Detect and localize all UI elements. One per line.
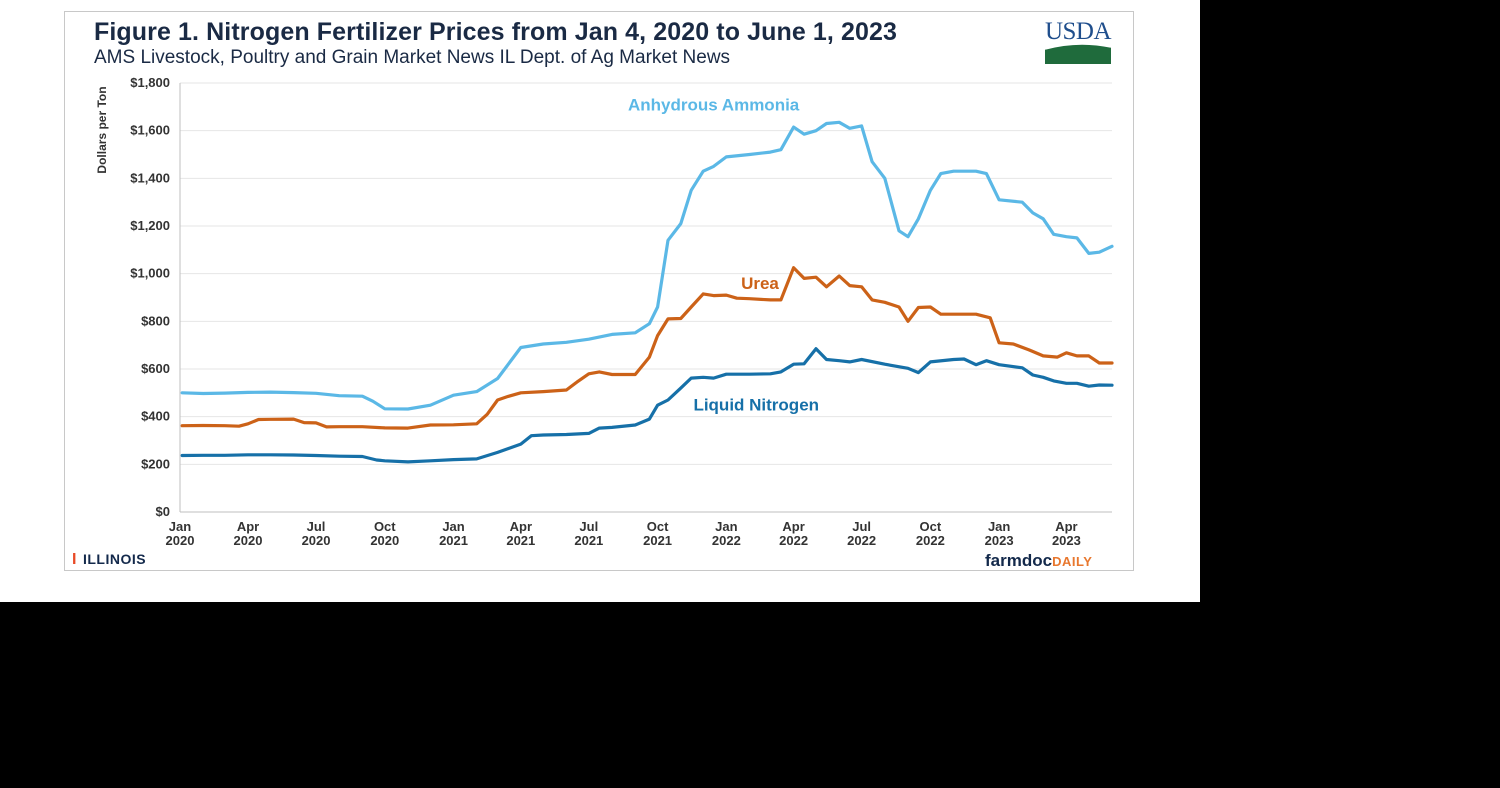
farmdoc-daily-wordmark: DAILY <box>1052 554 1093 569</box>
x-axis-ticks: Jan 2020 Apr 2020 Jul 2020 Oct 2020 Jan 2021 Apr 20… <box>166 519 1081 548</box>
y-tick-label: $1,200 <box>130 218 170 233</box>
y-axis-label: Dollars per Ton <box>95 86 109 173</box>
series-label-anhydrous-ammonia: Anhydrous Ammonia <box>628 95 800 114</box>
y-tick-label: $0 <box>156 504 170 519</box>
chart-subtitle: AMS Livestock, Poultry and Grain Market … <box>94 47 731 68</box>
y-axis-ticks: $0 $200 $400 $600 $800 $1,000 $1,200 $1,400 $1,6… <box>130 75 170 519</box>
illinois-wordmark: ILLINOIS <box>82 551 147 567</box>
y-tick-label: $400 <box>141 409 170 424</box>
x-tick-label: Jan 2023 <box>985 519 1014 548</box>
x-tick-label: Apr 2020 <box>234 519 263 548</box>
x-tick-label: Jul 2020 <box>302 519 331 548</box>
series-line-urea <box>180 266 1114 430</box>
x-tick-label: Jan 2021 <box>439 519 468 548</box>
y-tick-label: $1,400 <box>130 170 170 185</box>
x-tick-label: Oct 2020 <box>370 519 399 548</box>
farmdoc-wordmark: farmdoc <box>985 551 1053 570</box>
x-tick-label: Oct 2021 <box>643 519 672 548</box>
usda-logo <box>1044 43 1112 64</box>
farmdoc-brand: farmdocDAILY <box>985 551 1092 571</box>
y-tick-label: $600 <box>141 361 170 376</box>
usda-text: USDA <box>1044 18 1112 45</box>
x-tick-label: Jan 2022 <box>712 519 741 548</box>
line-chart: $0 $200 $400 $600 $800 $1,000 $1,200 $1,400 $1,6… <box>95 75 1114 548</box>
series-label-liquid-nitrogen: Liquid Nitrogen <box>693 396 819 415</box>
series-labels: Anhydrous Ammonia Urea Liquid Nitrogen <box>628 95 819 414</box>
y-tick-label: $1,800 <box>130 75 170 90</box>
x-tick-label: Oct 2022 <box>916 519 945 548</box>
grid-layer <box>179 82 1112 513</box>
x-tick-label: Jul 2022 <box>847 519 876 548</box>
series-label-urea: Urea <box>741 274 779 293</box>
y-tick-label: $200 <box>141 456 170 471</box>
series-line-anhydrous-ammonia <box>180 120 1114 411</box>
x-tick-label: Apr 2021 <box>506 519 535 548</box>
x-tick-label: Apr 2022 <box>779 519 808 548</box>
figure-frame <box>64 11 1134 571</box>
series-layer <box>180 120 1114 464</box>
y-tick-label: $1,600 <box>130 123 170 138</box>
y-tick-label: $800 <box>141 313 170 328</box>
series-line-liquid-nitrogen <box>180 347 1114 464</box>
x-tick-label: Jul 2021 <box>574 519 603 548</box>
y-tick-label: $1,000 <box>130 266 170 281</box>
x-tick-label: Jan 2020 <box>166 519 195 548</box>
chart-title: Figure 1. Nitrogen Fertilizer Prices fro… <box>94 18 898 46</box>
illinois-block-i-icon: I <box>72 551 77 568</box>
illinois-brand: I ILLINOIS <box>72 551 146 569</box>
x-tick-label: Apr 2023 <box>1052 519 1081 548</box>
